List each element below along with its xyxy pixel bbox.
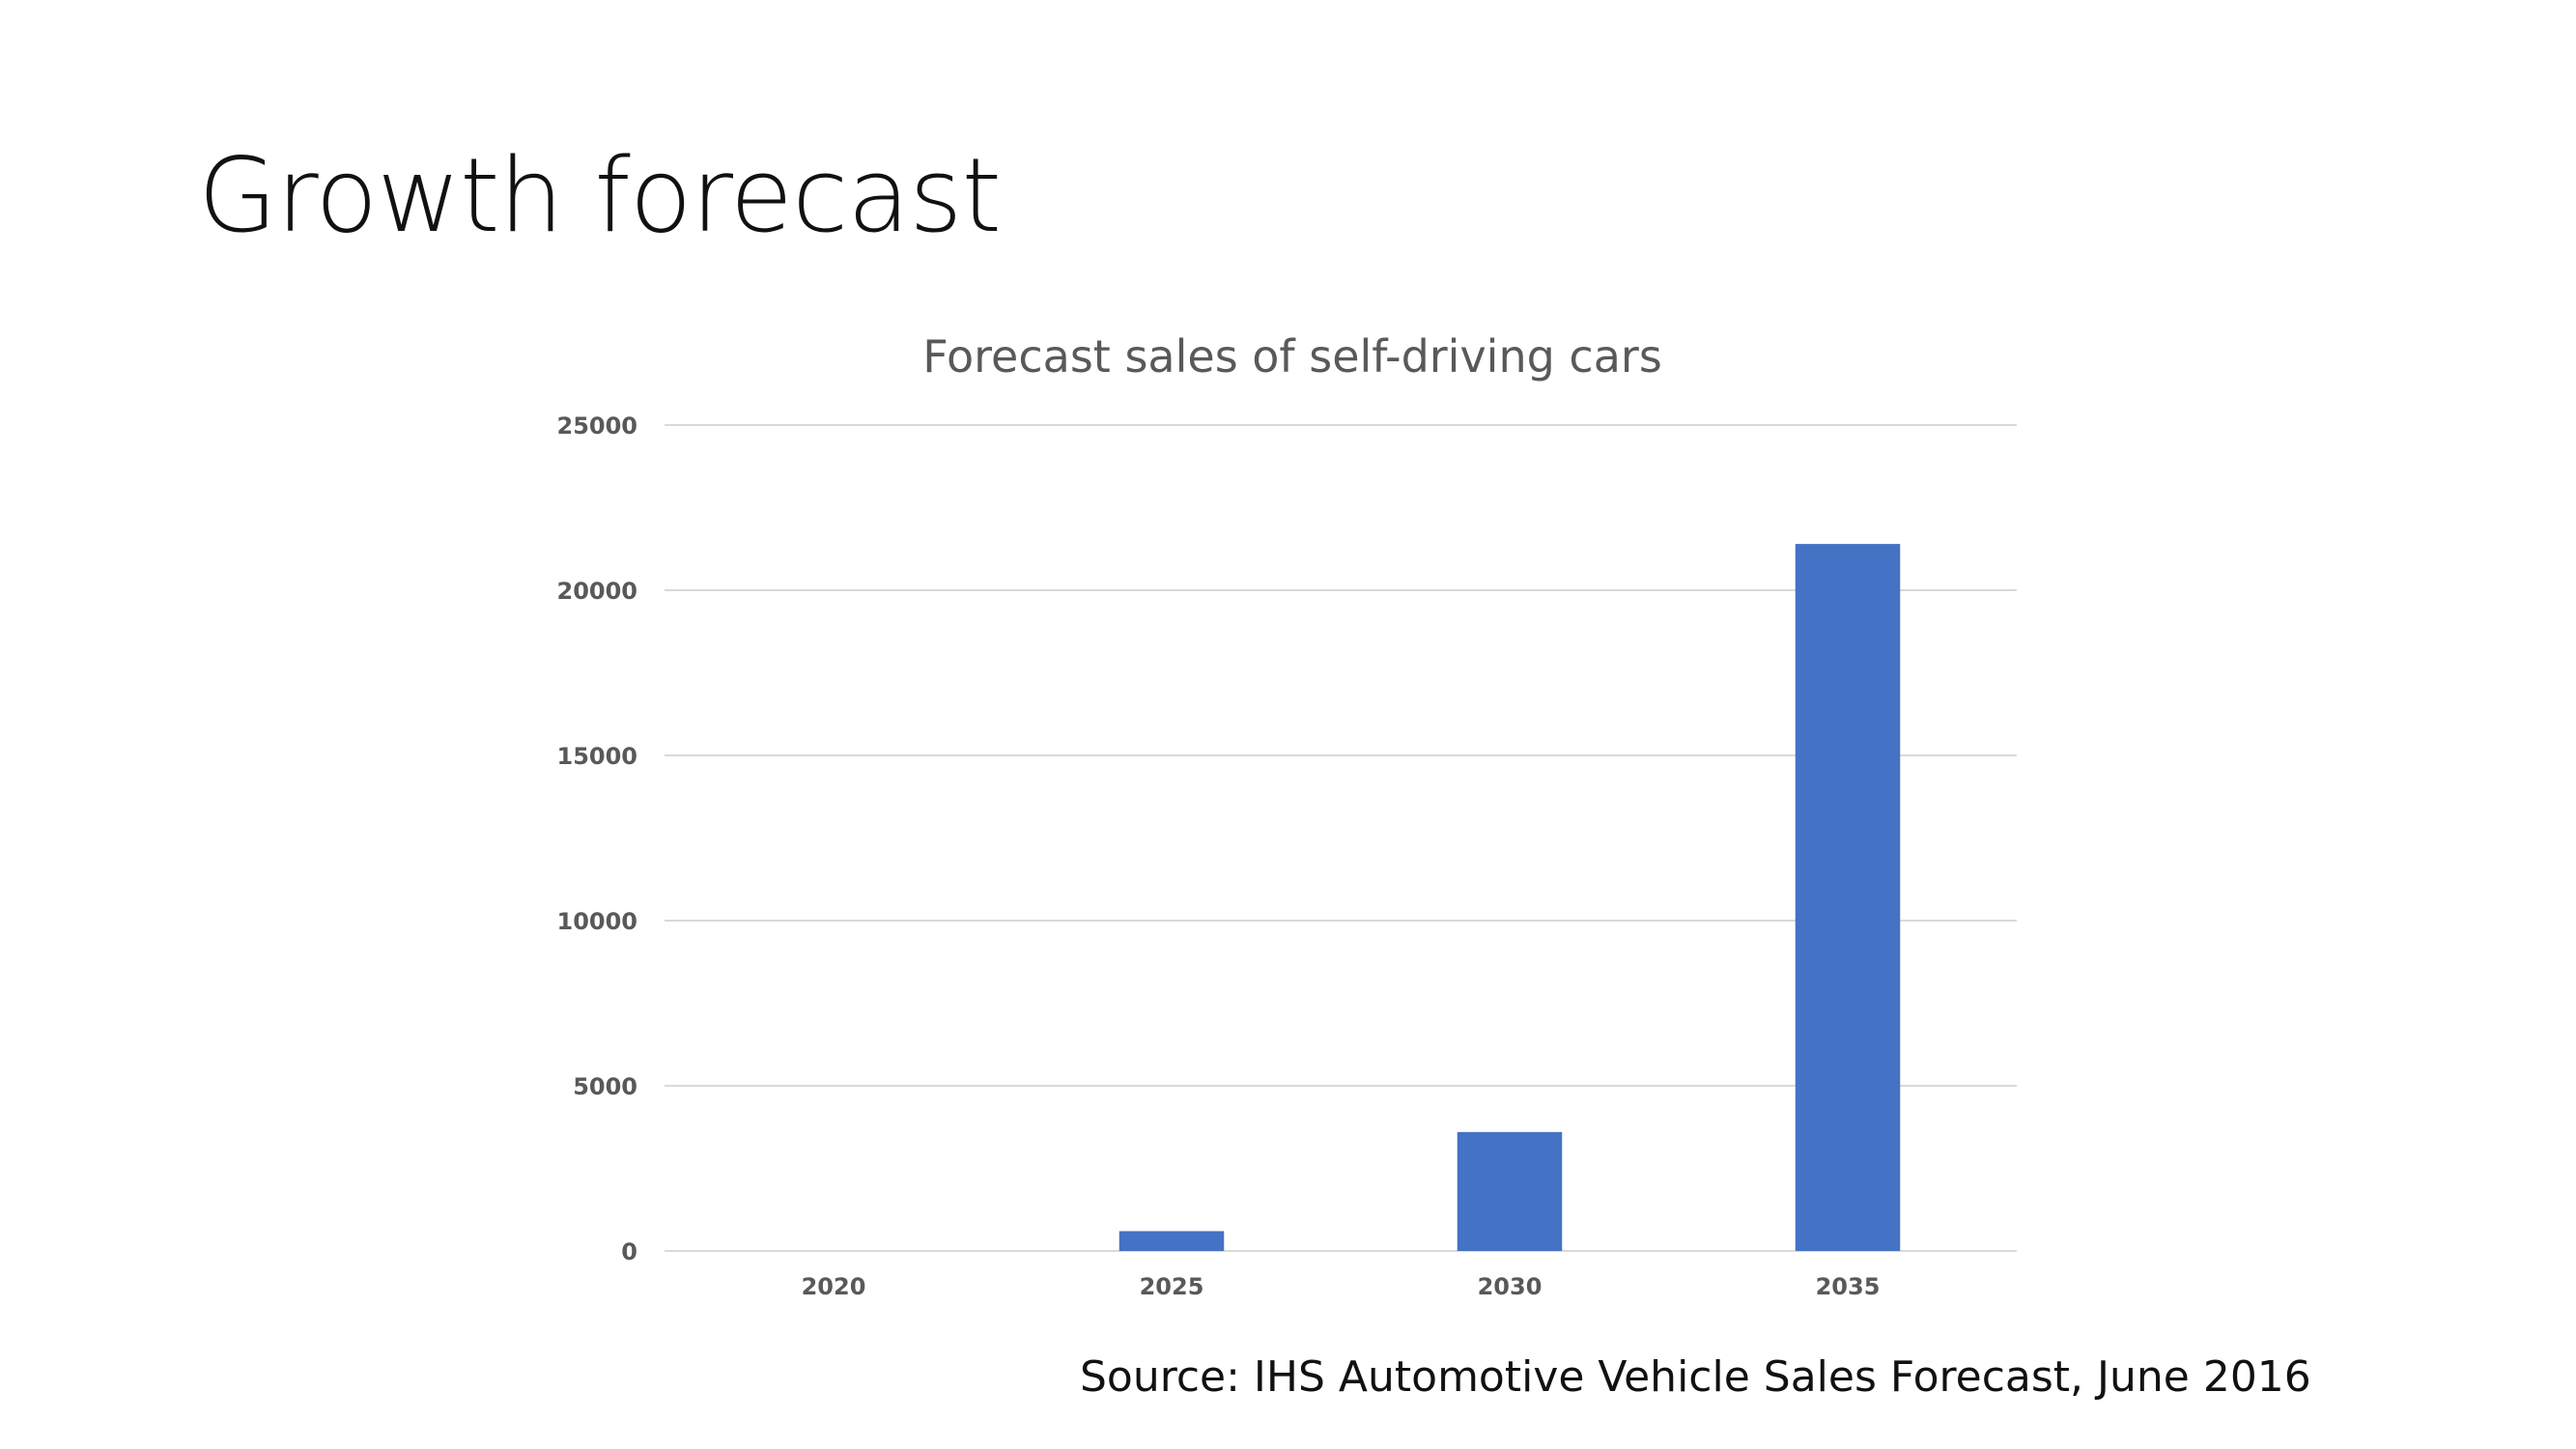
y-tick-label: 10000 — [557, 908, 638, 935]
y-tick-label: 20000 — [557, 578, 638, 605]
y-tick-label: 0 — [621, 1238, 637, 1265]
y-axis-ticks: 0 5000 10000 15000 20000 25000 — [557, 412, 638, 1265]
x-tick-label: 2020 — [802, 1273, 866, 1300]
bar-2025 — [1118, 1231, 1225, 1251]
bar-2035 — [1795, 544, 1901, 1251]
y-tick-label: 25000 — [557, 412, 638, 440]
x-tick-label: 2030 — [1478, 1273, 1543, 1300]
x-axis-ticks: 2020 2025 2030 2035 — [802, 1273, 1881, 1300]
chart-title: Forecast sales of self-driving cars — [922, 330, 1662, 383]
bars — [1118, 544, 1901, 1251]
bar-2030 — [1457, 1131, 1563, 1251]
slide-title: Growth forecast — [198, 136, 1002, 255]
x-tick-label: 2025 — [1140, 1273, 1204, 1300]
gridlines — [665, 424, 2017, 1252]
y-tick-label: 5000 — [573, 1073, 637, 1100]
x-tick-label: 2035 — [1816, 1273, 1881, 1300]
source-note: Source: IHS Automotive Vehicle Sales For… — [1080, 1352, 2311, 1402]
y-tick-label: 15000 — [557, 743, 638, 770]
